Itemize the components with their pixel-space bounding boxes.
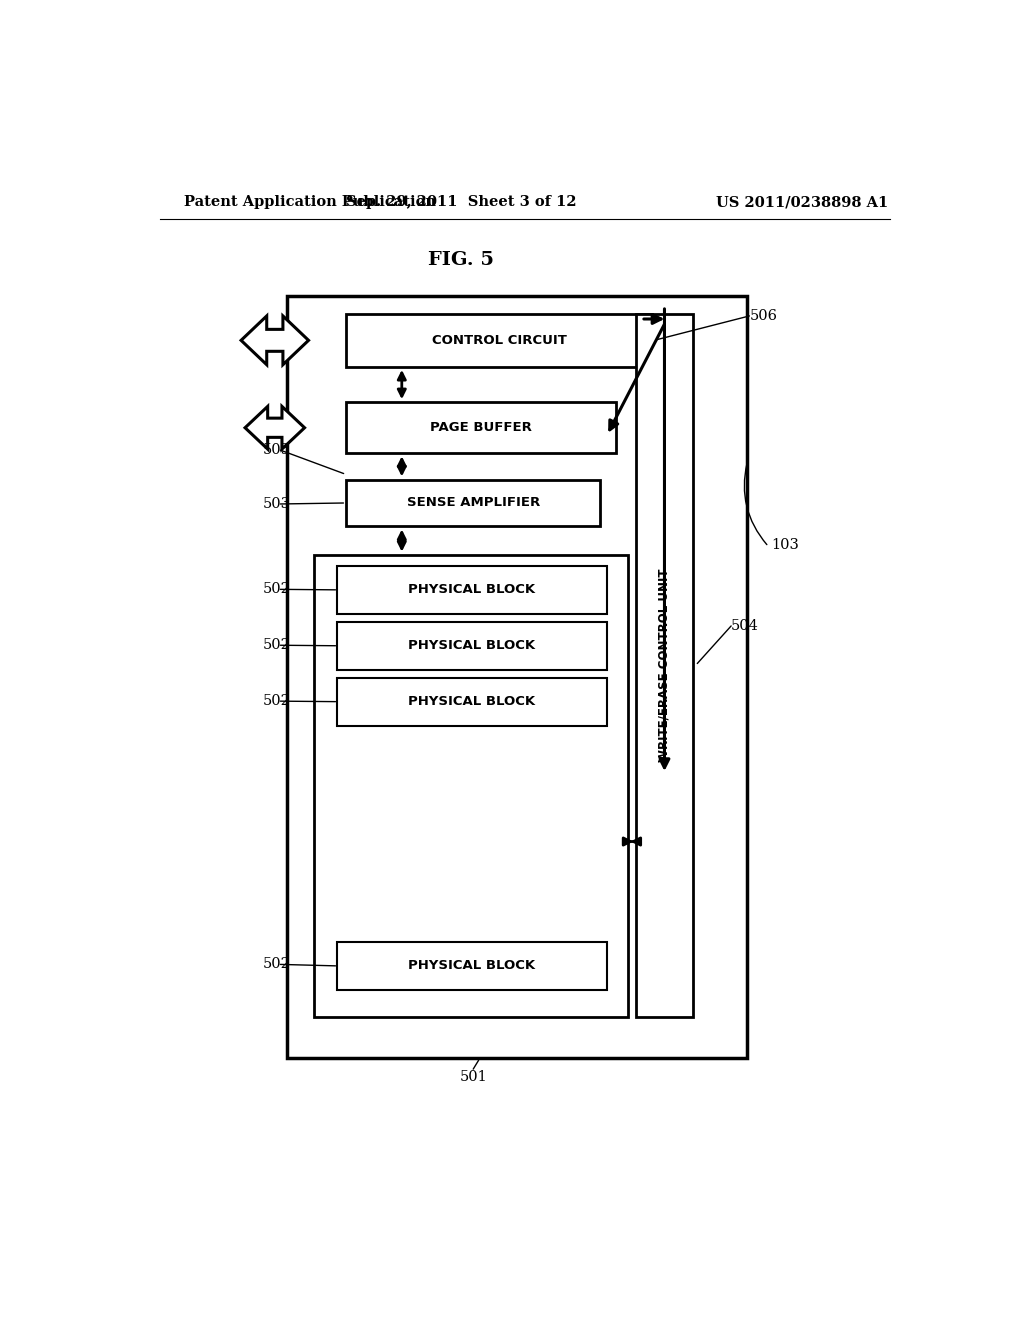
Text: 103: 103 <box>771 537 799 552</box>
Text: 502: 502 <box>263 582 291 597</box>
Bar <box>337 566 606 614</box>
Bar <box>337 677 606 726</box>
Text: 503: 503 <box>263 496 291 511</box>
Text: PHYSICAL BLOCK: PHYSICAL BLOCK <box>409 696 536 708</box>
Bar <box>337 942 606 990</box>
Polygon shape <box>245 407 304 449</box>
Text: SENSE AMPLIFIER: SENSE AMPLIFIER <box>407 496 540 510</box>
Text: 502: 502 <box>263 694 291 708</box>
Text: PHYSICAL BLOCK: PHYSICAL BLOCK <box>409 583 536 597</box>
Text: PAGE BUFFER: PAGE BUFFER <box>430 421 532 434</box>
Bar <box>287 296 748 1057</box>
Text: US 2011/0238898 A1: US 2011/0238898 A1 <box>717 195 889 209</box>
Polygon shape <box>241 315 308 364</box>
Bar <box>346 314 652 367</box>
Text: 502: 502 <box>263 639 291 652</box>
Bar <box>346 403 616 453</box>
Text: 506: 506 <box>750 309 777 323</box>
Text: 502: 502 <box>263 957 291 972</box>
Text: FIG. 5: FIG. 5 <box>428 251 495 269</box>
Text: PHYSICAL BLOCK: PHYSICAL BLOCK <box>409 960 536 973</box>
Text: PHYSICAL BLOCK: PHYSICAL BLOCK <box>409 639 536 652</box>
Text: 505: 505 <box>263 444 291 457</box>
Text: 501: 501 <box>460 1071 487 1084</box>
Text: CONTROL CIRCUIT: CONTROL CIRCUIT <box>431 334 566 347</box>
Bar <box>314 554 628 1018</box>
Bar <box>636 314 693 1018</box>
Text: WRITE/ERASE CONTROL UNIT: WRITE/ERASE CONTROL UNIT <box>658 569 671 763</box>
Text: Patent Application Publication: Patent Application Publication <box>183 195 435 209</box>
Bar <box>346 479 600 527</box>
Bar <box>337 622 606 669</box>
Text: Sep. 29, 2011  Sheet 3 of 12: Sep. 29, 2011 Sheet 3 of 12 <box>346 195 577 209</box>
Text: 504: 504 <box>731 619 759 634</box>
